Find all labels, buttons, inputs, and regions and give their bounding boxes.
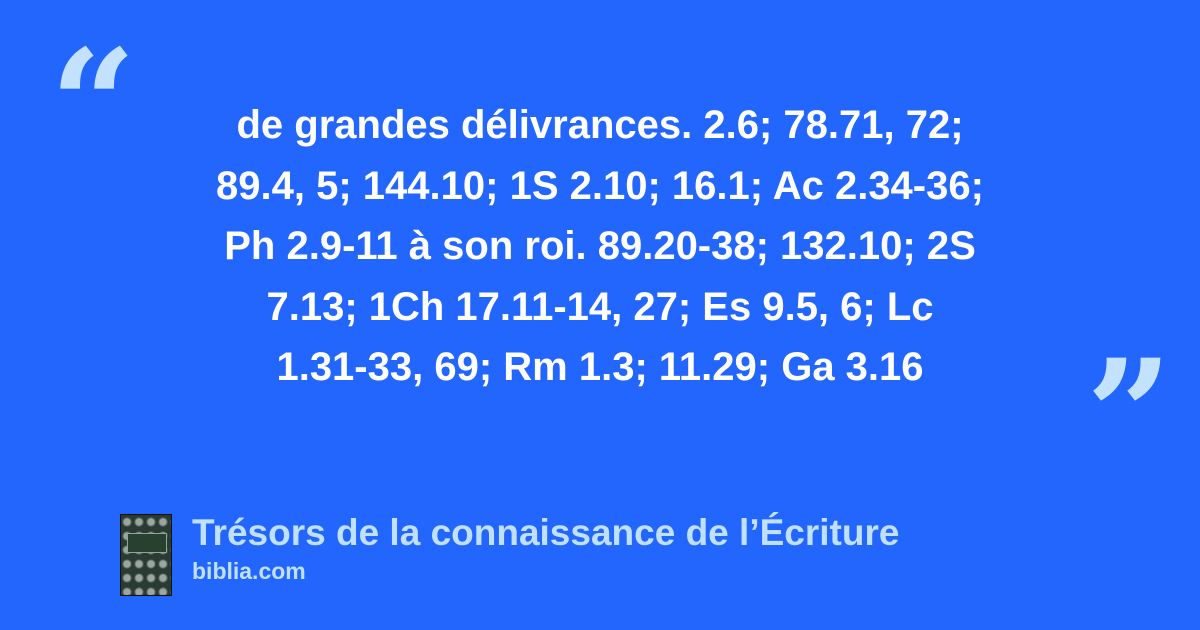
quote-line: Ph 2.9-11 à son roi. 89.20-38; 132.10; 2… bbox=[224, 224, 976, 268]
quote-line: 1.31-33, 69; Rm 1.3; 11.29; Ga 3.16 bbox=[276, 345, 924, 389]
site-link[interactable]: biblia.com bbox=[192, 558, 306, 584]
quote-line: 89.4, 5; 144.10; 1S 2.10; 16.1; Ac 2.34-… bbox=[216, 163, 984, 208]
book-cover-image bbox=[120, 514, 172, 596]
book-title: Trésors de la connaissance de l’Écriture bbox=[192, 512, 900, 553]
quote-text: de grandes délivrances. 2.6; 78.71, 72; … bbox=[100, 95, 1100, 398]
quote-line: de grandes délivrances. 2.6; 78.71, 72; bbox=[236, 103, 964, 147]
source-footer: Trésors de la connaissance de l’Écriture… bbox=[120, 512, 899, 596]
close-quote-icon: ” bbox=[1086, 327, 1173, 503]
open-quote-icon: “ bbox=[50, 17, 137, 193]
quote-line: 7.13; 1Ch 17.11-14, 27; Es 9.5, 6; Lc bbox=[266, 284, 934, 329]
